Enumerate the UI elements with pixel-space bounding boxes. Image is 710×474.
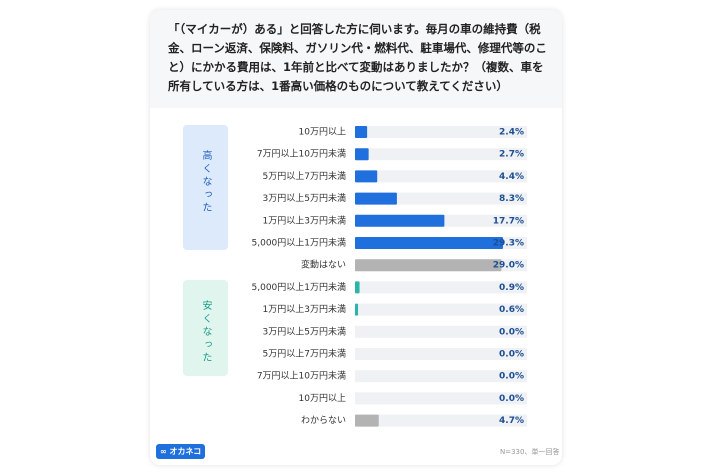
bar-track [355, 192, 527, 205]
category-label: 7万円以上10万円未満 [257, 148, 346, 160]
bar-track [355, 414, 527, 427]
category-label: わからない [301, 415, 346, 426]
bar-track [355, 348, 527, 360]
category-label: 1万円以上3万円未満 [263, 303, 346, 315]
category-label: 変動はない [301, 259, 346, 271]
value-label: 17.7% [493, 216, 524, 226]
group-label: 安くなった [200, 300, 211, 365]
value-label: 0.0% [499, 372, 524, 382]
group-box [183, 125, 228, 250]
group-label: 高くなった [200, 150, 211, 215]
value-label: 4.7% [499, 416, 524, 426]
value-label: 2.7% [499, 150, 524, 160]
bar-track [355, 303, 527, 316]
category-label: 1万円以上3万円未満 [263, 214, 346, 226]
category-label: 10万円以上 [299, 127, 346, 138]
group-box [183, 280, 228, 376]
bar [355, 214, 445, 227]
category-label: 5,000円以上1万円未満 [252, 237, 347, 249]
category-label: 5,000円以上1万円未満 [252, 281, 347, 293]
value-label: 0.0% [499, 327, 524, 337]
bar [355, 259, 502, 272]
bar-track [355, 281, 527, 294]
bar [355, 192, 397, 205]
bar [355, 237, 503, 249]
logo: ∞ オカネコ [156, 444, 206, 459]
value-label: 29.3% [493, 239, 524, 249]
value-label: 29.0% [493, 261, 524, 271]
bar [355, 126, 368, 138]
bar [355, 303, 359, 316]
value-label: 2.4% [499, 128, 524, 138]
value-label: 8.3% [499, 194, 524, 204]
header-band [150, 10, 562, 108]
category-label: 3万円以上5万円未満 [263, 192, 346, 204]
chart-title: 「（マイカーが）ある」と回答した方に伺います。毎月の車の維持費（税金、ローン返済… [168, 22, 547, 93]
note: N=330、単一回答 [500, 448, 560, 456]
category-label: 5万円以上7万円未満 [263, 348, 346, 360]
category-label: 3万円以上5万円未満 [263, 325, 346, 337]
value-label: 4.4% [499, 172, 524, 182]
bar [355, 414, 379, 427]
value-label: 0.0% [499, 350, 524, 360]
bar [355, 281, 360, 294]
category-label: 10万円以上 [299, 393, 346, 404]
bar [355, 148, 369, 161]
bar-track [355, 170, 527, 183]
category-label: 5万円以上7万円未満 [263, 170, 346, 182]
bar-track [355, 126, 527, 138]
bar [355, 170, 378, 183]
category-label: 7万円以上10万円未満 [257, 370, 346, 382]
value-label: 0.9% [499, 283, 524, 293]
bar-track [355, 325, 527, 338]
logo-text: オカネコ [169, 447, 202, 456]
bar-track [355, 370, 527, 383]
value-label: 0.6% [499, 305, 524, 315]
bar-track [355, 148, 527, 161]
value-label: 0.0% [499, 394, 524, 404]
bar-track [355, 392, 527, 405]
